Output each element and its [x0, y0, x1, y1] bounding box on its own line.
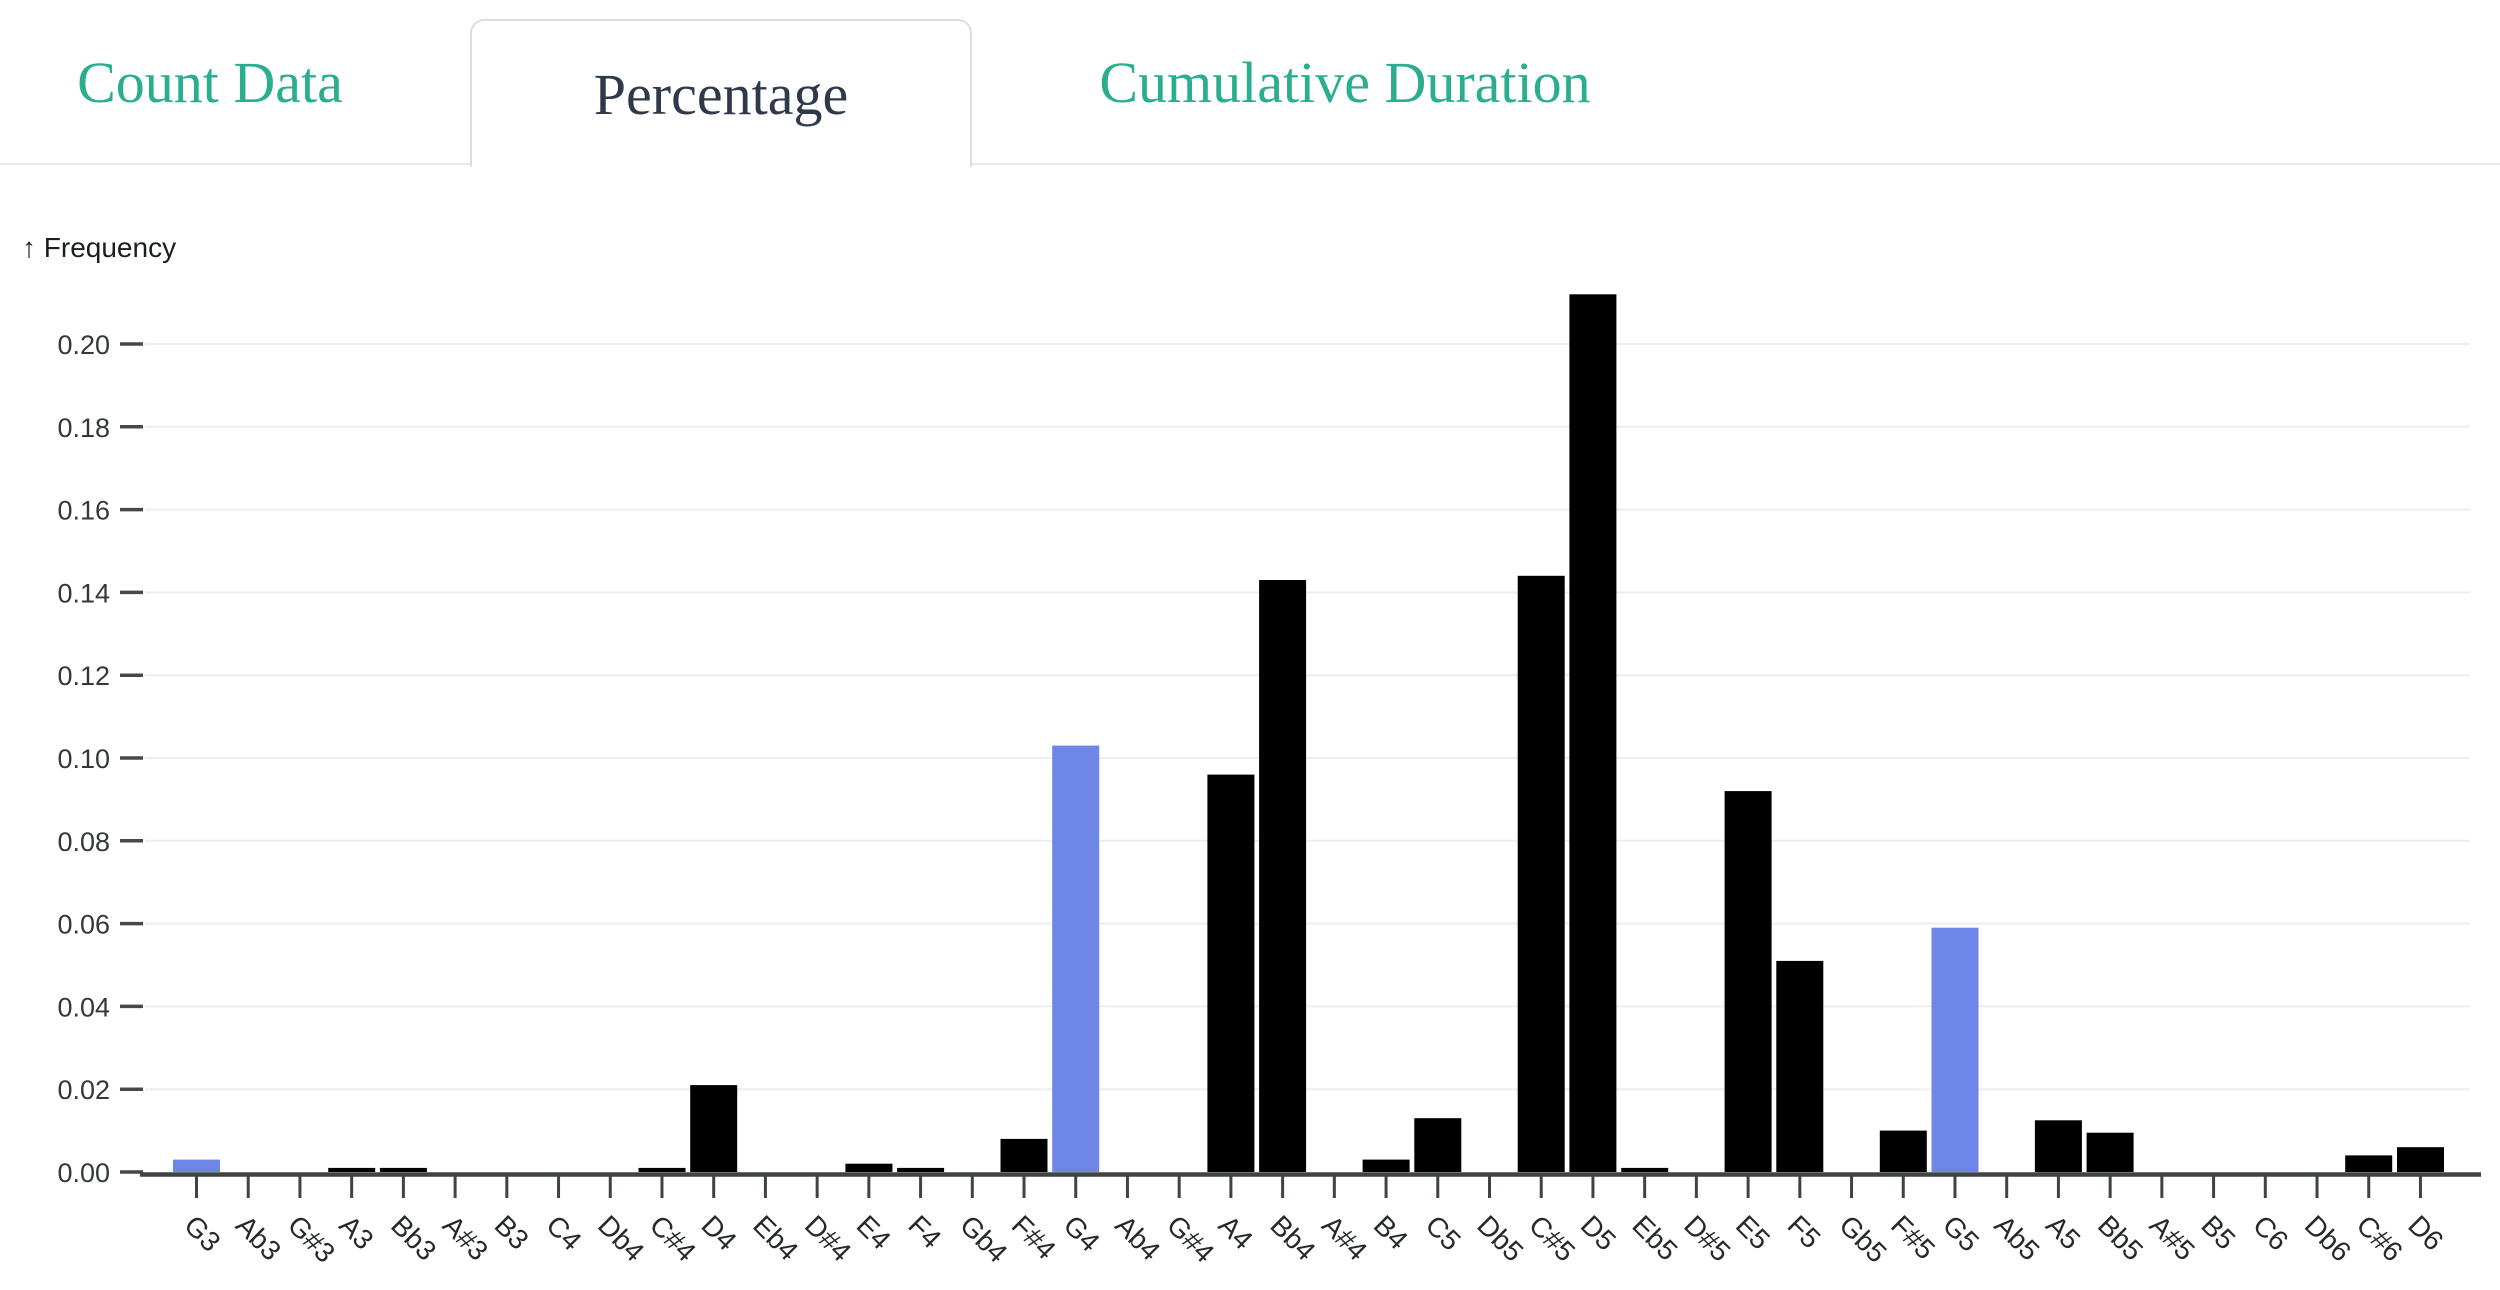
tab-bar: Count Data Percentage Cumulative Duratio… — [0, 0, 2500, 167]
y-axis-tick-label: 0.14 — [57, 578, 110, 608]
x-axis-tick-label-Ab4: Ab4 — [1109, 1209, 1166, 1266]
y-axis-tick-label: 0.06 — [57, 910, 110, 940]
x-axis-tick-label-G3: G3 — [178, 1209, 226, 1257]
x-axis-tick-label-Bb5: Bb5 — [2092, 1209, 2149, 1266]
x-axis-tick-label-C6: C6 — [2247, 1209, 2294, 1256]
bar-C5 — [1414, 1118, 1462, 1172]
y-axis-tick-label: 0.12 — [57, 661, 110, 691]
bar-A5 — [2034, 1120, 2082, 1173]
bar-F5 — [1776, 960, 1824, 1172]
x-axis-tick-label-A#3: A#3 — [437, 1209, 494, 1266]
y-axis-tick-label: 0.04 — [57, 992, 110, 1022]
bar-F4 — [897, 1167, 945, 1172]
x-axis-tick-label-B3: B3 — [489, 1209, 535, 1255]
x-axis-tick-label-Bb3: Bb3 — [385, 1209, 442, 1266]
bar-Eb5 — [1621, 1167, 1669, 1172]
y-axis-tick-label: 0.08 — [57, 827, 110, 857]
bar-D6 — [2397, 1147, 2444, 1172]
x-axis-tick-label-Gb5: Gb5 — [1833, 1209, 1892, 1268]
bar-G5 — [1931, 927, 1979, 1172]
tab-bar-divider — [0, 163, 2500, 165]
x-axis-tick-label-E4: E4 — [851, 1209, 897, 1255]
bar-E5 — [1724, 791, 1772, 1172]
y-axis-title: ↑ Frequency — [22, 232, 176, 263]
x-axis-tick-label-Bb4: Bb4 — [1264, 1209, 1321, 1266]
y-axis-tick-label: 0.18 — [57, 413, 110, 443]
y-axis-tick-label: 0.16 — [57, 496, 110, 526]
x-axis-tick-label-G5: G5 — [1937, 1209, 1985, 1257]
x-axis-tick-label-C#5: C#5 — [1523, 1209, 1581, 1267]
x-axis-tick-label-F#5: F#5 — [1885, 1209, 1941, 1265]
x-axis-tick-label-Eb5: Eb5 — [1626, 1209, 1683, 1266]
bar-E4 — [845, 1163, 893, 1172]
x-axis-tick-label-G4: G4 — [1057, 1209, 1105, 1257]
x-axis-tick-label-F5: F5 — [1782, 1209, 1827, 1254]
x-axis-tick-label-F4: F4 — [902, 1209, 947, 1254]
bar-D5 — [1569, 294, 1617, 1172]
bar-A4 — [1207, 774, 1255, 1172]
bar-C#5 — [1517, 575, 1565, 1172]
x-axis-tick-label-C#6: C#6 — [2350, 1209, 2408, 1267]
x-axis-tick-label-D4: D4 — [695, 1209, 742, 1256]
y-axis-tick-label: 0.02 — [57, 1075, 110, 1105]
tab-cumulative-duration[interactable]: Cumulative Duration — [1099, 50, 1591, 115]
bar-Bb5 — [2086, 1132, 2134, 1172]
x-axis-tick-label-G#3: G#3 — [282, 1209, 341, 1268]
bar-A3 — [328, 1167, 376, 1172]
bar-F#5 — [1879, 1130, 1927, 1172]
frequency-bar-chart: 0.00 0.02 0.04 0.06 0.08 0.10 0.12 0.14 0.16 0.18… — [0, 165, 2500, 1285]
bar-Bb4 — [1259, 580, 1307, 1172]
x-axis-tick-label-B4: B4 — [1368, 1209, 1414, 1255]
bar-C#4 — [638, 1167, 686, 1172]
bar-Bb3 — [379, 1167, 427, 1172]
x-axis-tick-label-C5: C5 — [1420, 1209, 1467, 1256]
x-axis-tick-label-Db5: Db5 — [1471, 1209, 1529, 1267]
x-axis-tick-label-D6: D6 — [2402, 1209, 2449, 1256]
x-axis-tick-label-Db4: Db4 — [592, 1209, 650, 1267]
x-axis-tick-label-D#4: D#4 — [799, 1209, 857, 1267]
x-axis-tick-label-G#4: G#4 — [1161, 1209, 1220, 1268]
x-axis-tick-label-E5: E5 — [1730, 1209, 1776, 1255]
y-axis-tick-label: 0.00 — [57, 1158, 110, 1188]
y-axis-tick-label: 0.20 — [57, 330, 110, 360]
bar-G4 — [1052, 745, 1100, 1172]
x-axis-tick-label-Eb4: Eb4 — [747, 1209, 804, 1266]
x-axis-tick-label-D#5: D#5 — [1678, 1209, 1736, 1267]
x-axis-tick-label-B5: B5 — [2195, 1209, 2241, 1255]
y-axis-tick-label: 0.10 — [57, 744, 110, 774]
x-axis-tick-label-D5: D5 — [1575, 1209, 1622, 1256]
x-axis-tick-label-Ab3: Ab3 — [230, 1209, 287, 1266]
bar-D4 — [690, 1085, 738, 1172]
x-axis-tick-label-F#4: F#4 — [1006, 1209, 1062, 1265]
bar-C#6 — [2345, 1155, 2393, 1172]
x-axis-tick-label-A3: A3 — [333, 1209, 379, 1255]
tab-percentage[interactable]: Percentage — [470, 19, 972, 167]
x-axis-tick-label-Ab5: Ab5 — [1988, 1209, 2045, 1266]
x-axis-tick-label-Db6: Db6 — [2299, 1209, 2357, 1267]
bar-G3 — [173, 1159, 220, 1172]
bar-F#4 — [1000, 1138, 1048, 1172]
x-axis-tick-label-A5: A5 — [2040, 1209, 2086, 1255]
x-axis-tick-label-C4: C4 — [540, 1209, 587, 1256]
x-axis-tick-label-C#4: C#4 — [644, 1209, 702, 1267]
x-axis-tick-label-A4: A4 — [1213, 1209, 1259, 1255]
tab-count-data[interactable]: Count Data — [77, 50, 343, 115]
x-axis-tick-label-A#5: A#5 — [2144, 1209, 2201, 1266]
x-axis-tick-label-A#4: A#4 — [1316, 1209, 1373, 1266]
bar-chart-svg: 0.00 0.02 0.04 0.06 0.08 0.10 0.12 0.14 0.16 0.18… — [22, 232, 2481, 1269]
x-axis-tick-label-Gb4: Gb4 — [954, 1209, 1013, 1268]
bar-B4 — [1362, 1159, 1410, 1172]
